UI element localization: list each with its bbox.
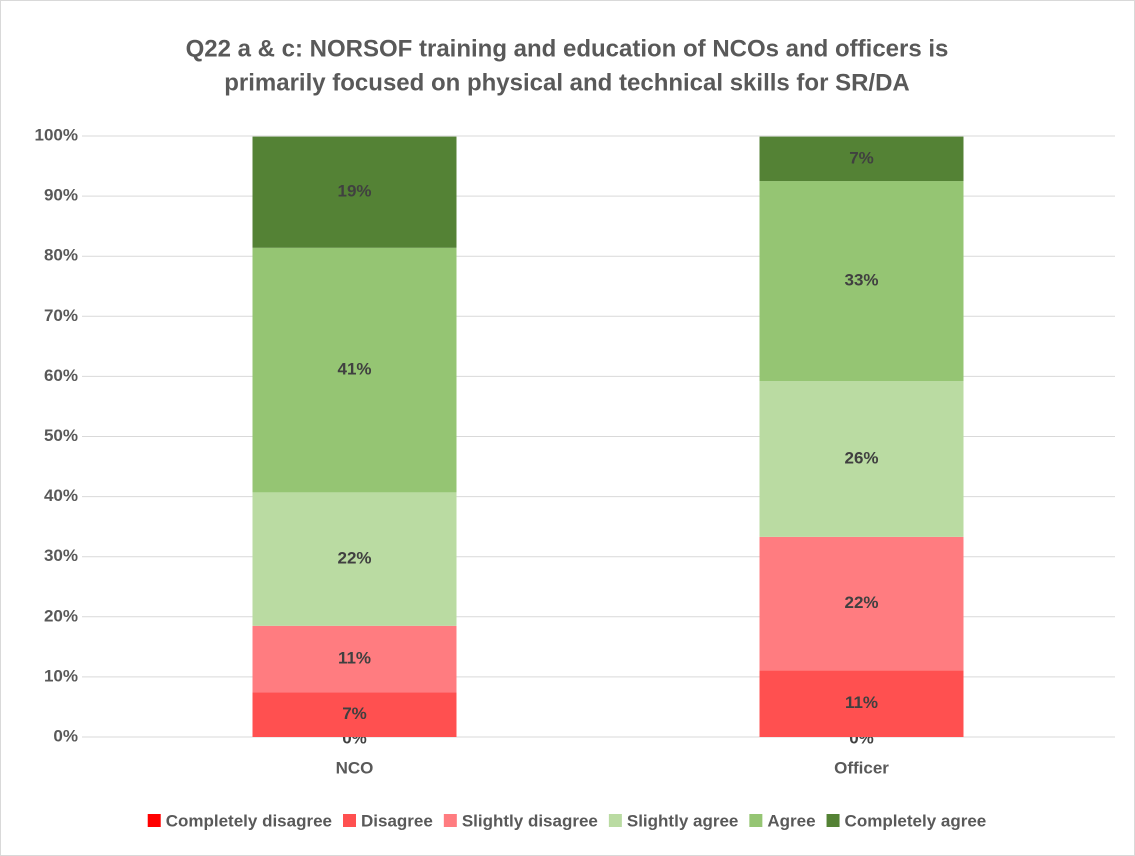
bar-segment bbox=[759, 670, 964, 737]
bar-segment bbox=[252, 625, 457, 693]
legend-label: Slightly disagree bbox=[462, 811, 598, 830]
legend-swatch bbox=[343, 814, 356, 827]
y-tick-label: 60% bbox=[44, 366, 78, 385]
data-label: 22% bbox=[337, 549, 371, 568]
legend-swatch bbox=[826, 814, 840, 827]
data-label: 33% bbox=[844, 271, 878, 290]
legend-label: Slightly agree bbox=[627, 811, 738, 830]
x-tick-label: Officer bbox=[834, 758, 889, 777]
y-tick-label: 90% bbox=[44, 186, 78, 205]
y-tick-label: 50% bbox=[44, 426, 78, 445]
legend-label: Disagree bbox=[361, 811, 433, 830]
data-label: 22% bbox=[844, 593, 878, 612]
data-label: 7% bbox=[849, 148, 874, 167]
legend-swatch bbox=[443, 814, 457, 827]
data-label: 19% bbox=[337, 182, 371, 201]
legend-swatch bbox=[608, 814, 622, 827]
bar-segment bbox=[252, 136, 457, 248]
data-label: 26% bbox=[844, 449, 878, 468]
y-tick-label: 20% bbox=[44, 606, 78, 625]
legend-swatch bbox=[749, 814, 763, 827]
legend-swatch bbox=[147, 814, 161, 827]
y-tick-label: 0% bbox=[53, 726, 78, 745]
legend-label: Agree bbox=[767, 811, 815, 830]
y-tick-label: 80% bbox=[44, 246, 78, 265]
legend-label: Completely agree bbox=[845, 811, 987, 830]
y-tick-label: 100% bbox=[35, 125, 78, 144]
bar-segment bbox=[252, 692, 457, 737]
bar-segment bbox=[759, 381, 964, 537]
bar-segment bbox=[252, 247, 457, 493]
y-tick-label: 10% bbox=[44, 666, 78, 685]
y-tick-label: 30% bbox=[44, 546, 78, 565]
data-label: 7% bbox=[342, 704, 367, 723]
chart-title: primarily focused on physical and techni… bbox=[224, 69, 910, 96]
legend-label: Completely disagree bbox=[166, 811, 332, 830]
data-label: 11% bbox=[338, 649, 371, 668]
x-tick-label: NCO bbox=[336, 758, 374, 777]
bar-segment bbox=[759, 536, 964, 671]
chart-title: Q22 a & c: NORSOF training and education… bbox=[186, 35, 949, 62]
bar-segment bbox=[759, 181, 964, 382]
y-tick-label: 70% bbox=[44, 306, 78, 325]
y-tick-label: 40% bbox=[44, 486, 78, 505]
data-label: 41% bbox=[337, 360, 371, 379]
bar-segment bbox=[759, 136, 964, 182]
bar-segment bbox=[252, 492, 457, 626]
data-label: 11% bbox=[845, 693, 878, 712]
